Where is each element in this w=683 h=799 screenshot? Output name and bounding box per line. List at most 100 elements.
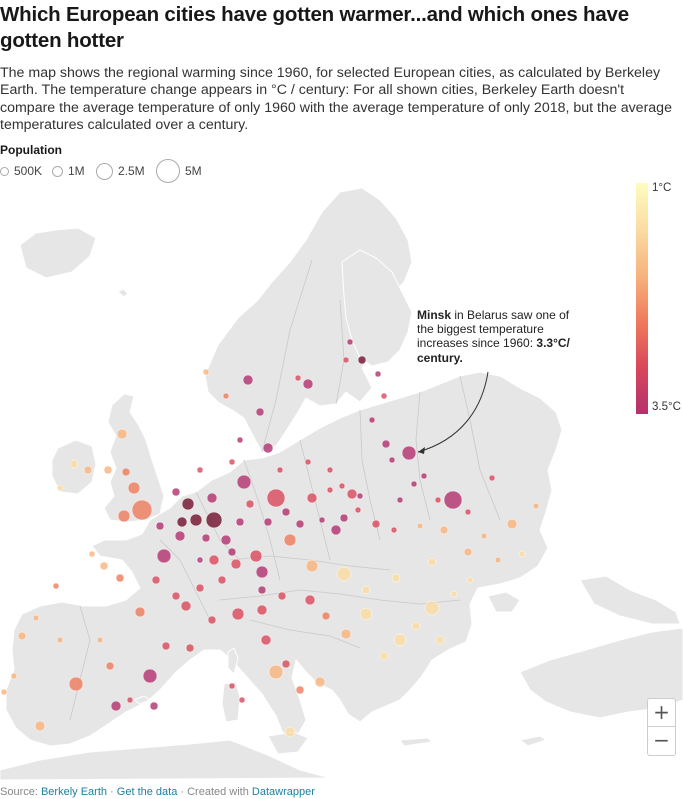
city-marker[interactable] — [228, 682, 236, 690]
city-marker[interactable] — [126, 696, 134, 704]
city-marker[interactable] — [435, 635, 445, 645]
city-marker[interactable] — [464, 508, 472, 516]
city-marker[interactable] — [263, 517, 273, 527]
city-marker[interactable] — [236, 436, 244, 444]
city-marker[interactable] — [396, 496, 404, 504]
city-marker[interactable] — [245, 499, 255, 509]
city-marker[interactable] — [281, 507, 291, 517]
city-marker[interactable] — [295, 519, 305, 529]
city-marker[interactable] — [115, 573, 125, 583]
city-marker[interactable] — [284, 726, 296, 738]
city-marker[interactable] — [189, 513, 203, 527]
city-marker[interactable] — [220, 534, 232, 546]
city-marker[interactable] — [180, 600, 192, 612]
city-marker[interactable] — [411, 621, 421, 631]
city-marker[interactable] — [342, 356, 350, 364]
city-marker[interactable] — [17, 631, 27, 641]
europe-map[interactable] — [0, 180, 683, 780]
city-marker[interactable] — [196, 556, 204, 564]
city-marker[interactable] — [116, 428, 128, 440]
city-marker[interactable] — [410, 480, 418, 488]
city-marker[interactable] — [88, 550, 96, 558]
city-marker[interactable] — [103, 465, 113, 475]
city-marker[interactable] — [314, 676, 326, 688]
city-marker[interactable] — [262, 442, 274, 454]
city-marker[interactable] — [277, 591, 287, 601]
city-marker[interactable] — [463, 547, 473, 557]
city-marker[interactable] — [110, 700, 122, 712]
city-marker[interactable] — [142, 668, 158, 684]
city-marker[interactable] — [443, 490, 463, 510]
city-marker[interactable] — [379, 651, 389, 661]
city-marker[interactable] — [346, 488, 358, 500]
city-marker[interactable] — [368, 416, 376, 424]
city-marker[interactable] — [174, 530, 186, 542]
city-marker[interactable] — [321, 611, 331, 621]
city-marker[interactable] — [281, 659, 291, 669]
city-marker[interactable] — [208, 554, 220, 566]
city-marker[interactable] — [257, 585, 267, 595]
city-marker[interactable] — [227, 547, 237, 557]
city-marker[interactable] — [326, 486, 334, 494]
city-marker[interactable] — [206, 492, 218, 504]
city-marker[interactable] — [151, 575, 161, 585]
city-marker[interactable] — [380, 392, 388, 400]
city-marker[interactable] — [131, 499, 153, 521]
city-marker[interactable] — [268, 664, 284, 680]
city-marker[interactable] — [434, 496, 442, 504]
city-marker[interactable] — [207, 615, 217, 625]
city-marker[interactable] — [305, 559, 319, 573]
city-marker[interactable] — [117, 509, 131, 523]
city-marker[interactable] — [494, 556, 502, 564]
city-marker[interactable] — [532, 502, 540, 510]
city-marker[interactable] — [202, 368, 210, 376]
city-marker[interactable] — [181, 497, 195, 511]
city-marker[interactable] — [356, 492, 364, 500]
city-marker[interactable] — [326, 466, 334, 474]
city-marker[interactable] — [439, 525, 449, 535]
city-marker[interactable] — [238, 696, 246, 704]
city-marker[interactable] — [56, 636, 64, 644]
city-marker[interactable] — [83, 465, 93, 475]
city-marker[interactable] — [374, 370, 382, 378]
city-marker[interactable] — [68, 676, 84, 692]
city-marker[interactable] — [235, 517, 245, 527]
city-marker[interactable] — [260, 634, 272, 646]
city-marker[interactable] — [185, 643, 195, 653]
city-marker[interactable] — [338, 482, 346, 490]
city-marker[interactable] — [266, 488, 286, 508]
city-marker[interactable] — [401, 445, 417, 461]
city-marker[interactable] — [388, 456, 396, 464]
city-marker[interactable] — [295, 685, 305, 695]
city-marker[interactable] — [222, 392, 230, 400]
city-marker[interactable] — [156, 548, 172, 564]
city-marker[interactable] — [121, 467, 131, 477]
city-marker[interactable] — [506, 518, 518, 530]
city-marker[interactable] — [255, 565, 269, 579]
city-marker[interactable] — [149, 701, 159, 711]
city-marker[interactable] — [371, 519, 381, 529]
city-marker[interactable] — [304, 594, 316, 606]
city-marker[interactable] — [249, 549, 263, 563]
city-marker[interactable] — [52, 582, 60, 590]
zoom-out-button[interactable]: − — [647, 727, 676, 756]
city-marker[interactable] — [359, 607, 373, 621]
city-marker[interactable] — [302, 378, 314, 390]
city-marker[interactable] — [171, 591, 181, 601]
city-marker[interactable] — [466, 576, 474, 584]
city-marker[interactable] — [276, 466, 284, 474]
city-marker[interactable] — [318, 516, 326, 524]
city-marker[interactable] — [242, 374, 254, 386]
city-marker[interactable] — [427, 557, 437, 567]
city-marker[interactable] — [488, 474, 496, 482]
city-marker[interactable] — [205, 511, 223, 529]
city-marker[interactable] — [155, 521, 165, 531]
datawrapper-link[interactable]: Datawrapper — [251, 786, 315, 798]
city-marker[interactable] — [330, 524, 342, 536]
city-marker[interactable] — [255, 407, 265, 417]
city-marker[interactable] — [346, 338, 354, 346]
get-data-link[interactable]: Get the data — [116, 786, 178, 798]
city-marker[interactable] — [231, 607, 245, 621]
city-marker[interactable] — [480, 532, 488, 540]
city-marker[interactable] — [96, 636, 104, 644]
